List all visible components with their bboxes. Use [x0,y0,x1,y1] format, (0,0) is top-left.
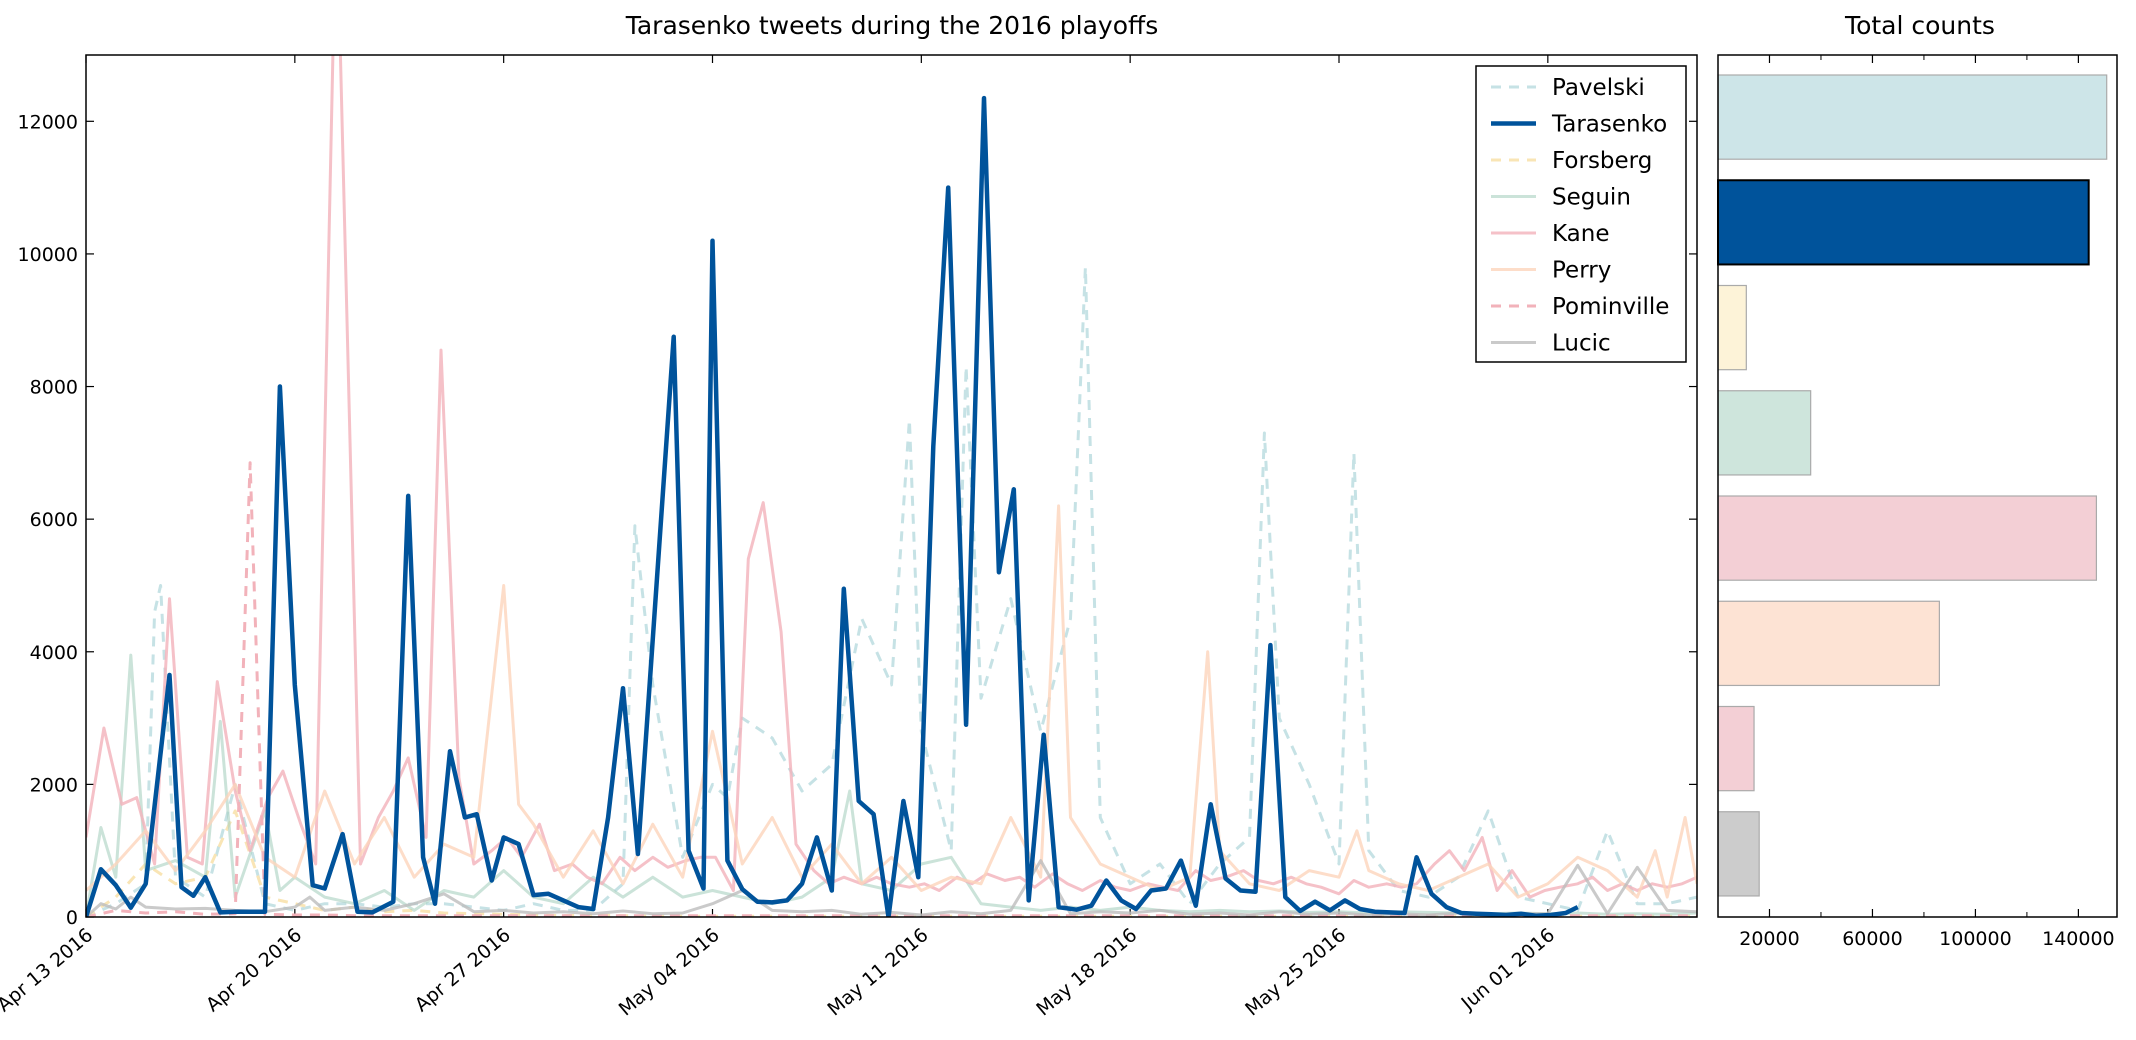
bar-chart: 20000 60000 100000 140000 [1717,54,2118,950]
legend-label-kane: Kane [1552,221,1610,247]
bar-tarasenko [1717,179,2090,266]
bar-pavelski [1717,74,2108,160]
line-chart-legend: Pavelski Tarasenko Forsberg Seguin Kane Perry… [1475,65,1687,363]
x-tick-label: May 11 2016 [824,924,933,1020]
legend-label-pavelski: Pavelski [1552,75,1645,101]
y-tick-label: 8000 [30,377,78,399]
bar-chart-title: Total counts [1844,11,1995,40]
line-chart-series [86,55,1697,917]
x-tick-label: May 18 2016 [1032,924,1141,1020]
x-tick-label: May 04 2016 [615,924,724,1020]
line-chart-axes: 0 2000 4000 6000 8000 10000 12000 Apr 13 2016 Ap… [0,55,1697,1020]
bar-forsberg [1717,284,1747,371]
y-tick-label: 12000 [18,111,78,133]
x-tick-label: Apr 27 2016 [411,924,515,1016]
bar-x-tick-label: 100000 [1939,928,2012,950]
series-line-kane [86,55,1697,899]
series-line-tarasenko [86,95,1579,917]
y-tick-label: 6000 [30,509,78,531]
bar-chart-bars [1717,74,2108,897]
legend-label-seguin: Seguin [1552,185,1631,211]
x-tick-label: Apr 20 2016 [202,924,306,1016]
line-chart-title: Tarasenko tweets during the 2016 playoff… [625,11,1159,40]
bar-pominville [1717,705,1755,792]
bar-x-tick-label: 60000 [1842,928,1902,950]
series-line-lucic [86,859,1697,917]
legend-label-forsberg: Forsberg [1552,148,1652,174]
legend-label-tarasenko: Tarasenko [1551,112,1667,138]
x-tick-label: May 25 2016 [1241,924,1350,1020]
bar-perry [1717,600,1940,687]
y-tick-label: 10000 [18,244,78,266]
legend-label-perry: Perry [1552,258,1611,284]
legend-box [1475,65,1687,363]
series-line-perry [86,504,1697,899]
bar-x-tick-label: 20000 [1739,928,1799,950]
bar-lucic [1717,811,1760,897]
y-tick-label: 4000 [30,642,78,664]
x-tick-label: Apr 13 2016 [0,924,97,1016]
y-tick-label: 0 [66,907,78,929]
bar-seguin [1717,390,1812,476]
series-line-pominville [86,461,1697,917]
x-tick-label: Jun 01 2016 [1457,924,1559,1015]
line-chart: 0 2000 4000 6000 8000 10000 12000 Apr 13 2016 Ap… [0,54,1698,1020]
series-line-pavelski [86,265,1697,917]
bar-x-tick-label: 140000 [2042,928,2115,950]
legend-label-pominville: Pominville [1552,294,1669,320]
bar-kane [1717,495,2098,581]
line-chart-frame [85,54,1698,918]
bar-chart-axes: 20000 60000 100000 140000 [1739,55,2115,950]
y-tick-label: 2000 [30,774,78,796]
bar-chart-frame [1717,54,2118,918]
legend-label-lucic: Lucic [1552,331,1611,357]
